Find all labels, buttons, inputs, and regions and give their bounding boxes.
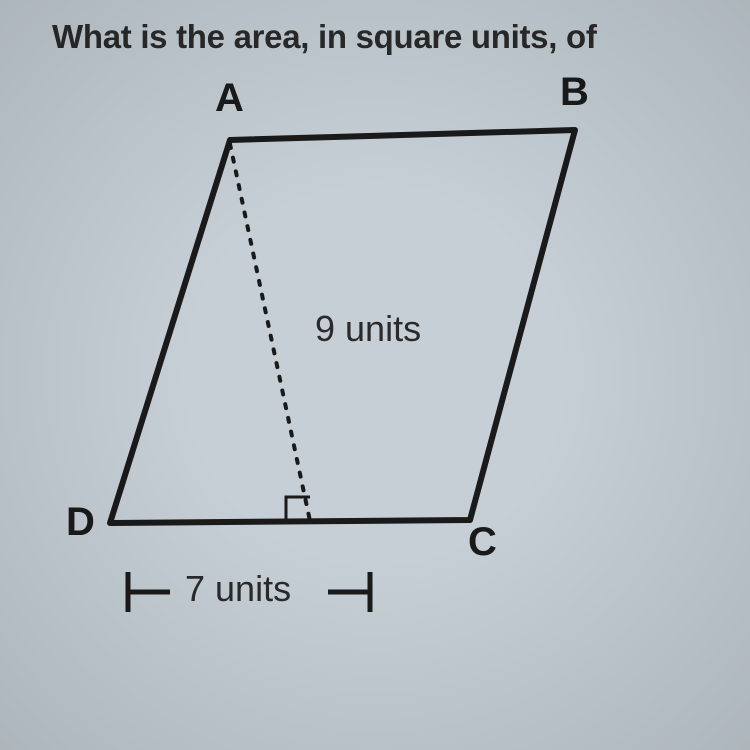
vertex-c-label: C	[468, 520, 497, 565]
question-text: What is the area, in square units, of	[52, 18, 597, 56]
diagram-container: A B C D 9 units 7 units	[30, 70, 620, 710]
vertex-b-label: B	[560, 70, 589, 115]
parallelogram-svg	[30, 70, 620, 710]
height-label: 9 units	[315, 308, 421, 350]
vertex-a-label: A	[215, 76, 244, 121]
vertex-d-label: D	[66, 500, 95, 545]
base-label: 7 units	[185, 568, 291, 610]
